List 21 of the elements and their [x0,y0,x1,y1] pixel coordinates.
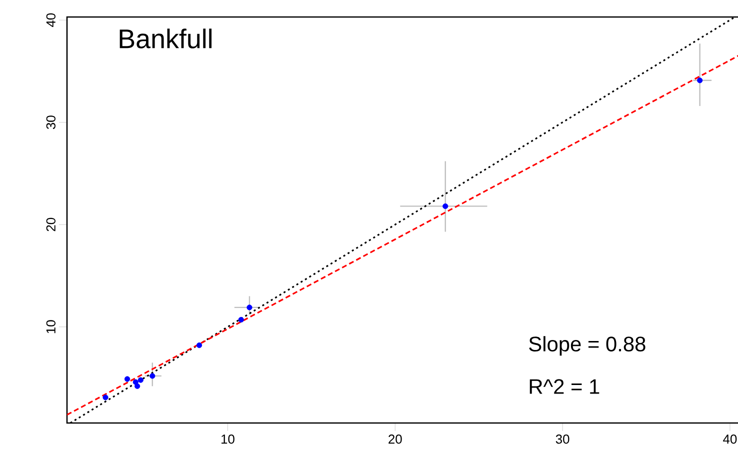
point [134,383,140,389]
point [697,78,703,84]
x-tick-label: 20 [388,434,402,444]
x-tick-label: 40 [723,434,737,444]
point [138,377,144,383]
point [246,304,252,310]
y-tick-label: 40 [46,13,56,27]
y-tick-label: 10 [46,320,56,334]
chart-title: Bankfull [120,28,212,48]
point [150,373,156,379]
x-tick-label: 10 [222,434,234,444]
point [238,316,244,323]
y-tick-label: 30 [46,116,56,130]
point [124,376,130,382]
point [196,342,202,348]
point [102,394,108,400]
x-tick-label: 30 [556,434,570,444]
y-tick-label: 20 [46,218,56,232]
point [442,203,448,209]
annotation: Slope = 0.88 [529,336,646,356]
annotation: R^2 = 1 [530,379,600,394]
